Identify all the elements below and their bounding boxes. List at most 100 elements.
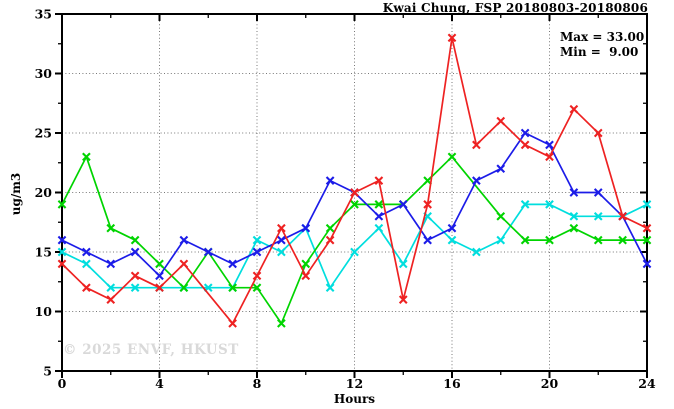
data-marker xyxy=(496,235,506,245)
data-marker xyxy=(593,128,603,138)
data-marker xyxy=(593,235,603,245)
data-marker xyxy=(106,223,116,233)
x-tick-label: 24 xyxy=(638,376,656,391)
x-tick-label: 12 xyxy=(346,376,363,391)
plot-frame xyxy=(61,13,648,372)
x-axis-label: Hours xyxy=(333,392,376,406)
watermark: © 2025 ENVF, HKUST xyxy=(63,342,239,358)
legend-box: Max = 33.00 Min = 9.00 xyxy=(560,30,644,60)
data-marker xyxy=(106,283,116,293)
data-marker xyxy=(252,235,262,245)
data-marker xyxy=(374,211,384,221)
data-marker xyxy=(374,176,384,185)
legend-min-value: Min = 9.00 xyxy=(560,45,639,59)
data-marker xyxy=(277,247,286,257)
data-marker xyxy=(496,116,506,126)
y-axis-label: ug/m3 xyxy=(9,172,23,216)
data-marker xyxy=(398,259,408,269)
data-marker xyxy=(179,283,189,293)
data-marker xyxy=(520,235,530,245)
data-marker xyxy=(155,283,164,293)
data-marker xyxy=(252,283,262,293)
data-marker xyxy=(593,211,603,221)
data-marker xyxy=(325,176,335,185)
data-marker xyxy=(496,211,506,221)
data-marker xyxy=(325,235,335,245)
data-marker xyxy=(569,211,579,221)
data-marker xyxy=(82,259,91,269)
data-marker xyxy=(447,235,457,245)
data-marker xyxy=(155,271,164,281)
data-marker xyxy=(57,235,67,245)
data-marker xyxy=(545,152,554,162)
data-marker xyxy=(398,295,408,304)
data-marker xyxy=(228,319,237,328)
data-marker xyxy=(520,200,530,209)
series-line-green xyxy=(61,155,647,325)
y-tick-label: 15 xyxy=(35,245,52,260)
data-marker xyxy=(301,223,311,233)
data-marker xyxy=(325,283,335,293)
y-tick-label: 5 xyxy=(43,364,52,379)
x-tick-label: 4 xyxy=(155,376,164,391)
data-marker xyxy=(106,259,116,269)
data-marker xyxy=(130,235,140,245)
data-marker xyxy=(447,152,457,162)
data-marker xyxy=(57,200,67,209)
data-marker xyxy=(618,235,627,245)
data-marker xyxy=(472,140,481,150)
data-marker xyxy=(569,104,579,114)
series-line-red xyxy=(61,36,648,325)
data-marker xyxy=(374,200,384,209)
data-marker xyxy=(593,188,603,197)
data-marker xyxy=(130,247,140,257)
data-marker xyxy=(520,128,530,138)
data-marker xyxy=(252,271,262,281)
series-red xyxy=(57,33,652,328)
data-marker xyxy=(374,223,384,233)
data-marker xyxy=(545,140,554,150)
data-marker xyxy=(472,176,481,185)
data-marker xyxy=(82,152,91,162)
data-marker xyxy=(642,259,652,269)
data-marker xyxy=(618,211,627,221)
data-marker xyxy=(472,247,481,257)
x-tick-label: 0 xyxy=(58,376,67,391)
data-marker xyxy=(277,223,286,233)
y-tick-label: 20 xyxy=(35,185,53,200)
data-marker xyxy=(496,164,506,174)
data-marker xyxy=(545,200,554,209)
data-marker xyxy=(228,283,237,293)
data-marker xyxy=(423,235,432,245)
data-marker xyxy=(569,188,579,197)
data-marker xyxy=(57,247,67,257)
data-marker xyxy=(642,223,652,233)
x-tick-label: 8 xyxy=(253,376,262,391)
data-marker xyxy=(325,223,335,233)
data-marker xyxy=(82,247,91,257)
data-marker xyxy=(277,319,286,328)
data-marker xyxy=(642,235,652,245)
y-tick-label: 10 xyxy=(35,304,53,319)
x-tick-label: 20 xyxy=(541,376,559,391)
data-marker xyxy=(350,200,359,209)
data-marker xyxy=(82,283,91,293)
data-marker xyxy=(130,283,140,293)
data-marker xyxy=(520,140,530,150)
data-marker xyxy=(106,295,116,304)
data-marker xyxy=(545,235,554,245)
data-marker xyxy=(423,200,432,209)
data-marker xyxy=(350,247,359,257)
data-marker xyxy=(301,271,311,281)
data-marker xyxy=(130,271,140,281)
chart-title: Kwai Chung, FSP 20180803-20180806 xyxy=(382,1,648,15)
data-marker xyxy=(57,259,67,269)
y-tick-label: 25 xyxy=(35,126,52,141)
data-marker xyxy=(350,188,359,197)
data-marker xyxy=(203,247,213,257)
data-marker xyxy=(447,33,457,43)
data-marker xyxy=(179,259,189,269)
y-tick-label: 30 xyxy=(35,66,53,81)
